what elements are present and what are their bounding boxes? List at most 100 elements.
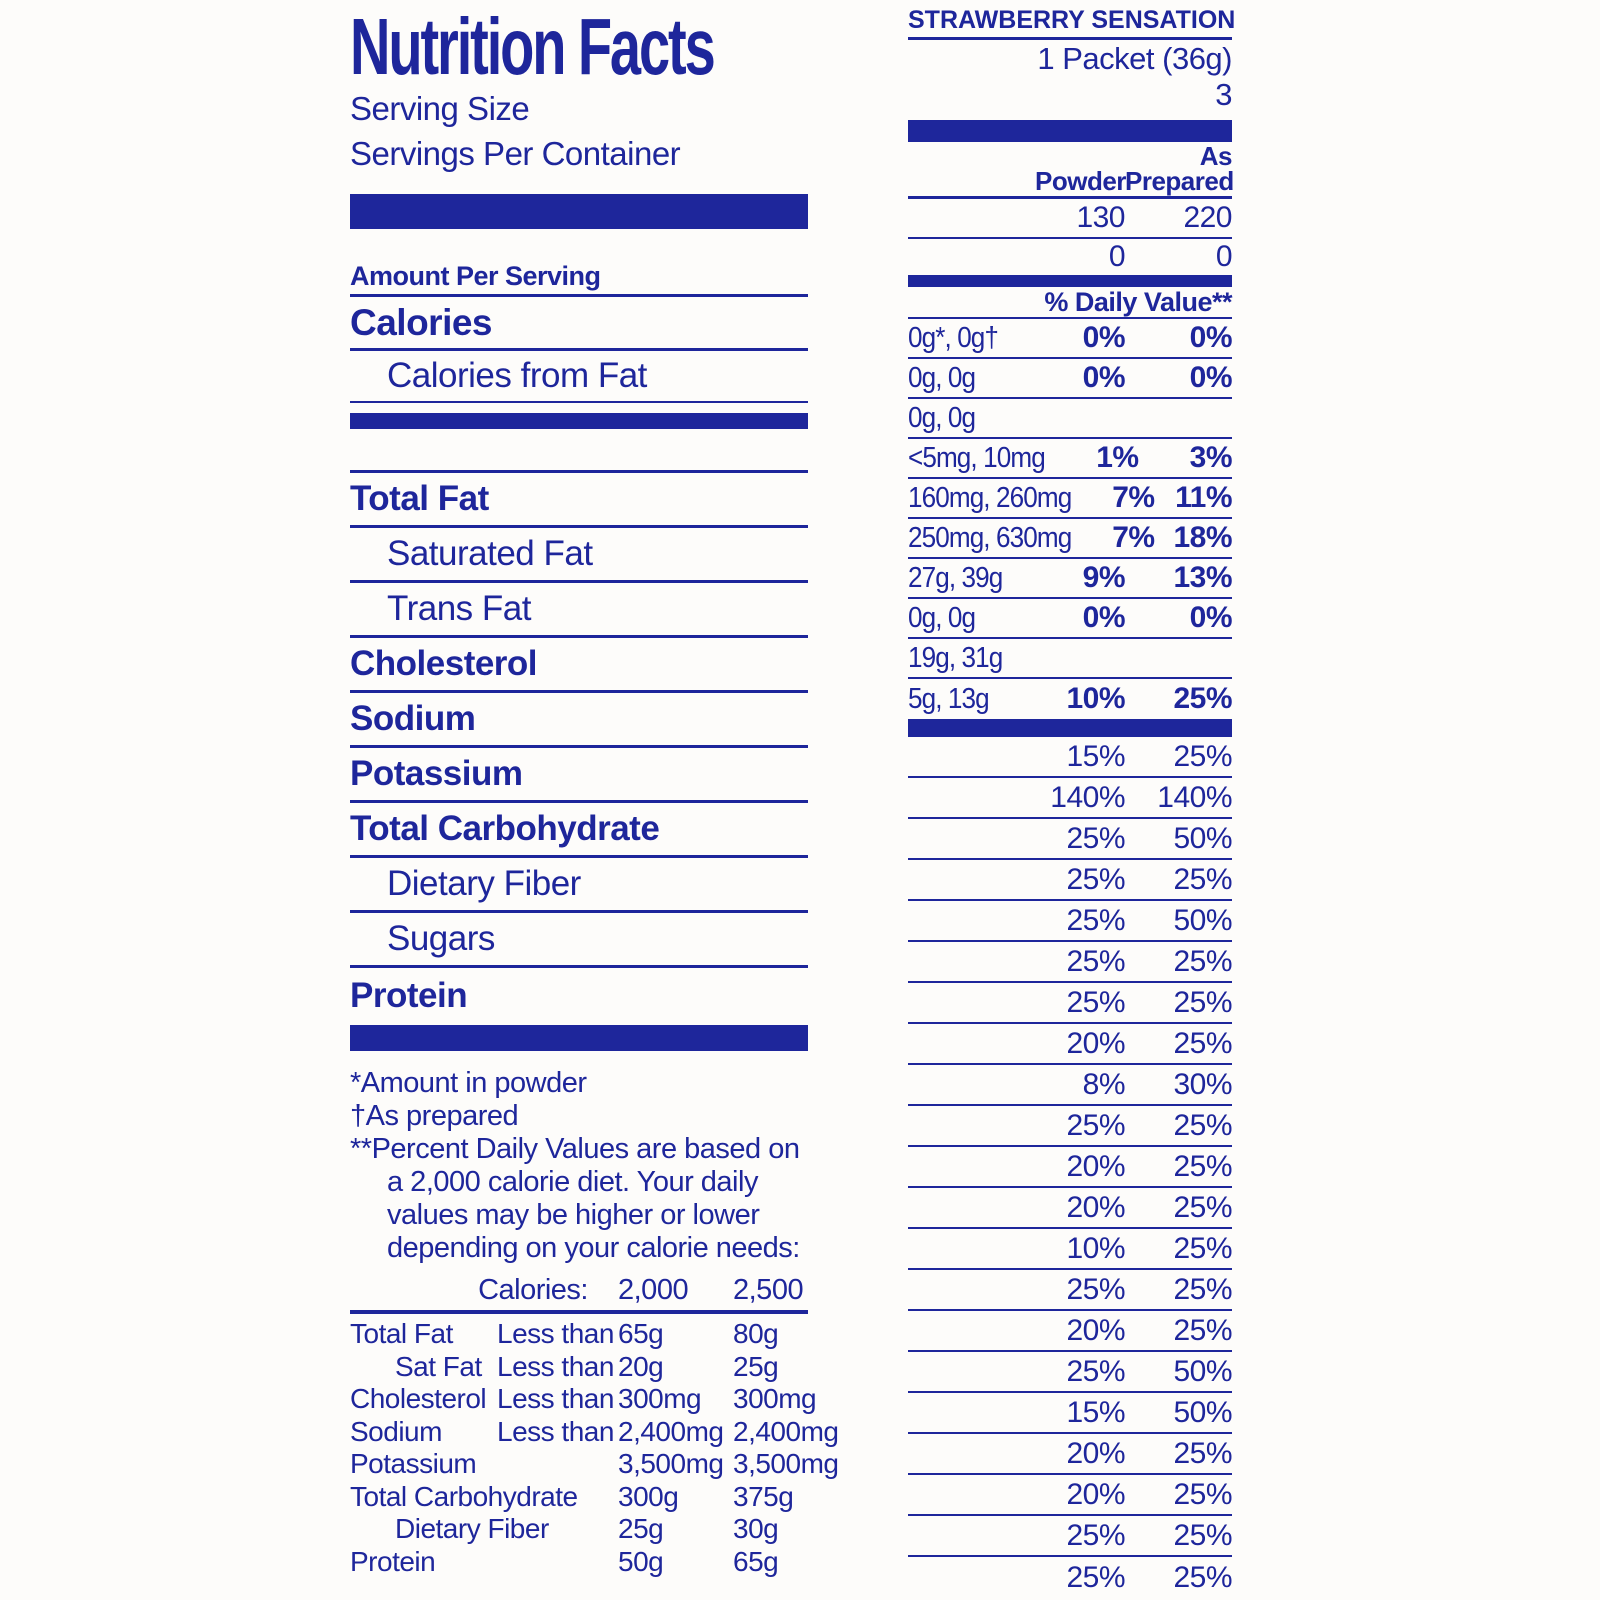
powder-percent: 9% <box>1082 561 1126 594</box>
prepared-percent: 50% <box>1173 821 1232 855</box>
prepared-percent: 25% <box>1173 682 1232 715</box>
prepared-percent: 13% <box>1173 561 1232 594</box>
dv-row-label: Total Carbohydrate <box>350 1480 578 1512</box>
prepared-percent: 25% <box>1173 1108 1232 1142</box>
dv-row-2000-value: 20g <box>618 1350 664 1382</box>
dv-row-2500-value: 2,400mg <box>733 1415 839 1447</box>
nutrient-label: Saturated Fat <box>387 534 593 573</box>
divider-bar <box>350 413 808 429</box>
amount-value-row: 27g, 39g 9% 13% <box>908 559 1233 599</box>
prepared-percent: 30% <box>1173 1067 1232 1101</box>
powder-percent: 0% <box>1082 361 1126 394</box>
amount-text: 5g, 13g <box>908 682 990 715</box>
powder-percent: 140% <box>1050 780 1125 814</box>
amount-value-row: 0g, 0g 0% 0% <box>908 599 1233 639</box>
powder-percent: 25% <box>1066 985 1125 1019</box>
dv-row-label: Potassium <box>350 1448 477 1479</box>
calories-2000-header: 2,000 <box>618 1274 689 1306</box>
amount-value-rows: 0g*, 0g† 0% 0% 0g, 0g 0% 0% 0g, 0g <box>908 319 1233 719</box>
prepared-percent: 0% <box>1189 601 1233 634</box>
prepared-percent: 3% <box>1189 441 1233 474</box>
daily-value-table-header: Calories: 2,000 2,500 <box>350 1273 808 1314</box>
label-column: Nutrition Facts Serving Size Servings Pe… <box>350 0 839 1578</box>
amount-text: 0g, 0g <box>908 401 976 434</box>
nutrient-label: Total Fat <box>350 479 489 518</box>
dv-row-2000-value: 50g <box>618 1545 664 1577</box>
daily-value-spacer <box>350 429 808 473</box>
dv-row-qualifier: Less than <box>497 1415 614 1447</box>
vitamin-percent-row: 140% 140% <box>908 778 1233 819</box>
amount-text: <5mg, 10mg <box>908 441 1046 474</box>
vitamin-percent-row: 10% 25% <box>908 1229 1233 1270</box>
amount-value-row: 0g*, 0g† 0% 0% <box>908 319 1233 359</box>
serving-size-label: Serving Size <box>350 90 530 127</box>
powder-percent: 10% <box>1066 1231 1125 1265</box>
calories-powder-value: 130 <box>1076 201 1125 234</box>
nutrient-label-row: Protein <box>350 968 808 1023</box>
amount-value-row: 19g, 31g <box>908 639 1232 679</box>
calories-values-row: 130 220 <box>908 199 1233 239</box>
prepared-percent: 18% <box>1173 521 1232 554</box>
servings-per-container-value: 3 <box>1215 77 1232 112</box>
vitamin-percent-row: 15% 50% <box>908 1393 1233 1434</box>
amount-text: 160mg, 260mg <box>908 481 1072 514</box>
amount-value-row: 160mg, 260mg 7% 11% <box>908 479 1233 519</box>
vitamin-percent-row: 25% 50% <box>908 819 1233 860</box>
prepared-percent: 25% <box>1173 985 1232 1019</box>
dv-row-2000-value: 3,500mg <box>618 1448 724 1479</box>
dv-row-qualifier: Less than <box>497 1350 614 1382</box>
powder-percent: 25% <box>1066 1108 1125 1142</box>
dv-row-qualifier: Less than <box>497 1383 614 1414</box>
dv-row-label: Dietary Fiber <box>395 1513 549 1544</box>
prepared-percent: 25% <box>1173 1518 1232 1552</box>
powder-percent: 0% <box>1082 601 1126 634</box>
nutrient-label: Trans Fat <box>387 589 531 628</box>
divider-bar <box>350 194 808 229</box>
nutrient-label: Sodium <box>350 699 476 738</box>
calories-from-fat-prepared-value: 0 <box>1215 240 1233 273</box>
dv-row-2000-value: 300mg <box>618 1383 702 1414</box>
amount-text: 250mg, 630mg <box>908 521 1072 554</box>
powder-percent: 25% <box>1066 1272 1125 1306</box>
vitamin-percent-row: 20% 25% <box>908 1024 1233 1065</box>
vitamin-percent-row: 25% 25% <box>908 1516 1233 1557</box>
amount-text: 0g, 0g <box>908 601 976 634</box>
vitamin-percent-row: 20% 25% <box>908 1434 1233 1475</box>
vitamin-percent-row: 25% 25% <box>908 983 1233 1024</box>
prepared-percent: 25% <box>1173 1477 1232 1511</box>
nutrient-label-row: Trans Fat <box>350 583 808 638</box>
dv-row-2500-value: 3,500mg <box>733 1448 839 1479</box>
amount-value-row: <5mg, 10mg 1% 3% <box>908 439 1233 479</box>
prepared-percent: 25% <box>1173 1026 1232 1060</box>
prepared-percent: 0% <box>1189 321 1233 354</box>
prepared-percent: 25% <box>1173 1560 1232 1594</box>
dv-row-2500-value: 300mg <box>733 1383 817 1414</box>
powder-percent: 20% <box>1066 1190 1125 1224</box>
nutrient-label: Total Carbohydrate <box>350 809 660 848</box>
powder-percent: 10% <box>1066 682 1125 715</box>
powder-percent: 25% <box>1066 944 1125 978</box>
nutrient-label-row: Total Carbohydrate <box>350 803 808 858</box>
powder-percent: 25% <box>1066 1354 1125 1388</box>
amount-text: 27g, 39g <box>908 561 1003 594</box>
column-headers: As Powder Prepared <box>908 142 1234 199</box>
calories-prepared-value: 220 <box>1183 201 1232 234</box>
nutrient-label: Cholesterol <box>350 644 538 683</box>
calories-2500-header: 2,500 <box>733 1274 804 1306</box>
dv-row-2000-value: 25g <box>618 1513 664 1544</box>
nutrient-label-row: Potassium <box>350 748 808 803</box>
nutrient-label-row: Cholesterol <box>350 638 808 693</box>
prepared-header: Prepared <box>1125 166 1234 196</box>
dv-row-2500-value: 65g <box>733 1545 779 1577</box>
vitamin-percent-row: 25% 25% <box>908 1557 1232 1598</box>
prepared-percent: 25% <box>1173 739 1232 773</box>
divider-bar <box>908 719 1232 737</box>
vitamin-percent-row: 15% 25% <box>908 737 1233 778</box>
powder-header: Powder <box>1035 166 1126 196</box>
dv-row-label: Cholesterol <box>350 1383 487 1414</box>
amount-value-row: 5g, 13g 10% 25% <box>908 679 1233 719</box>
nutrient-label-row: Saturated Fat <box>350 528 808 583</box>
powder-percent: 25% <box>1066 821 1125 855</box>
dv-row-label: Protein <box>350 1545 436 1577</box>
